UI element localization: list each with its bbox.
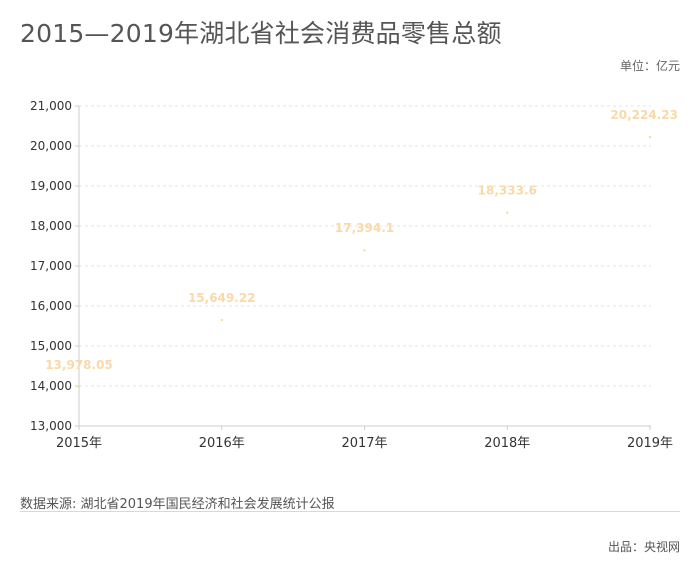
y-tick-label: 19,000 [30,179,72,193]
y-tick-label: 13,000 [30,419,72,433]
y-tick-label: 18,000 [30,219,72,233]
data-label: 18,333.6 [478,184,537,198]
x-tick-label: 2019年 [627,436,673,451]
x-tick-label: 2018年 [484,436,530,451]
data-label: 20,224.23 [610,108,678,122]
x-tick-label: 2017年 [341,436,387,451]
chart-title: 2015—2019年湖北省社会消费品零售总额 [20,19,502,48]
unit-label: 单位：亿元 [619,59,680,73]
y-tick-label: 14,000 [30,379,72,393]
x-tick-label: 2015年 [56,436,102,451]
y-tick-label: 15,000 [30,339,72,353]
producer-credit: 出品：央视网 [607,540,680,554]
y-tick-label: 20,000 [30,139,72,153]
y-tick-label: 16,000 [30,299,72,313]
data-point [77,385,81,389]
y-tick-label: 21,000 [30,99,72,113]
y-tick-label: 17,000 [30,259,72,273]
footer-divider [20,511,680,512]
data-point [220,318,223,322]
data-point [363,249,366,252]
data-point [648,135,652,139]
data-point [506,211,509,214]
data-label: 15,649.22 [188,291,256,305]
data-source-note: 数据来源: 湖北省2019年国民经济和社会发展统计公报 [20,497,335,512]
data-label: 17,394.1 [335,221,394,235]
x-tick-label: 2016年 [199,436,245,451]
data-label: 13,978.05 [45,358,113,372]
